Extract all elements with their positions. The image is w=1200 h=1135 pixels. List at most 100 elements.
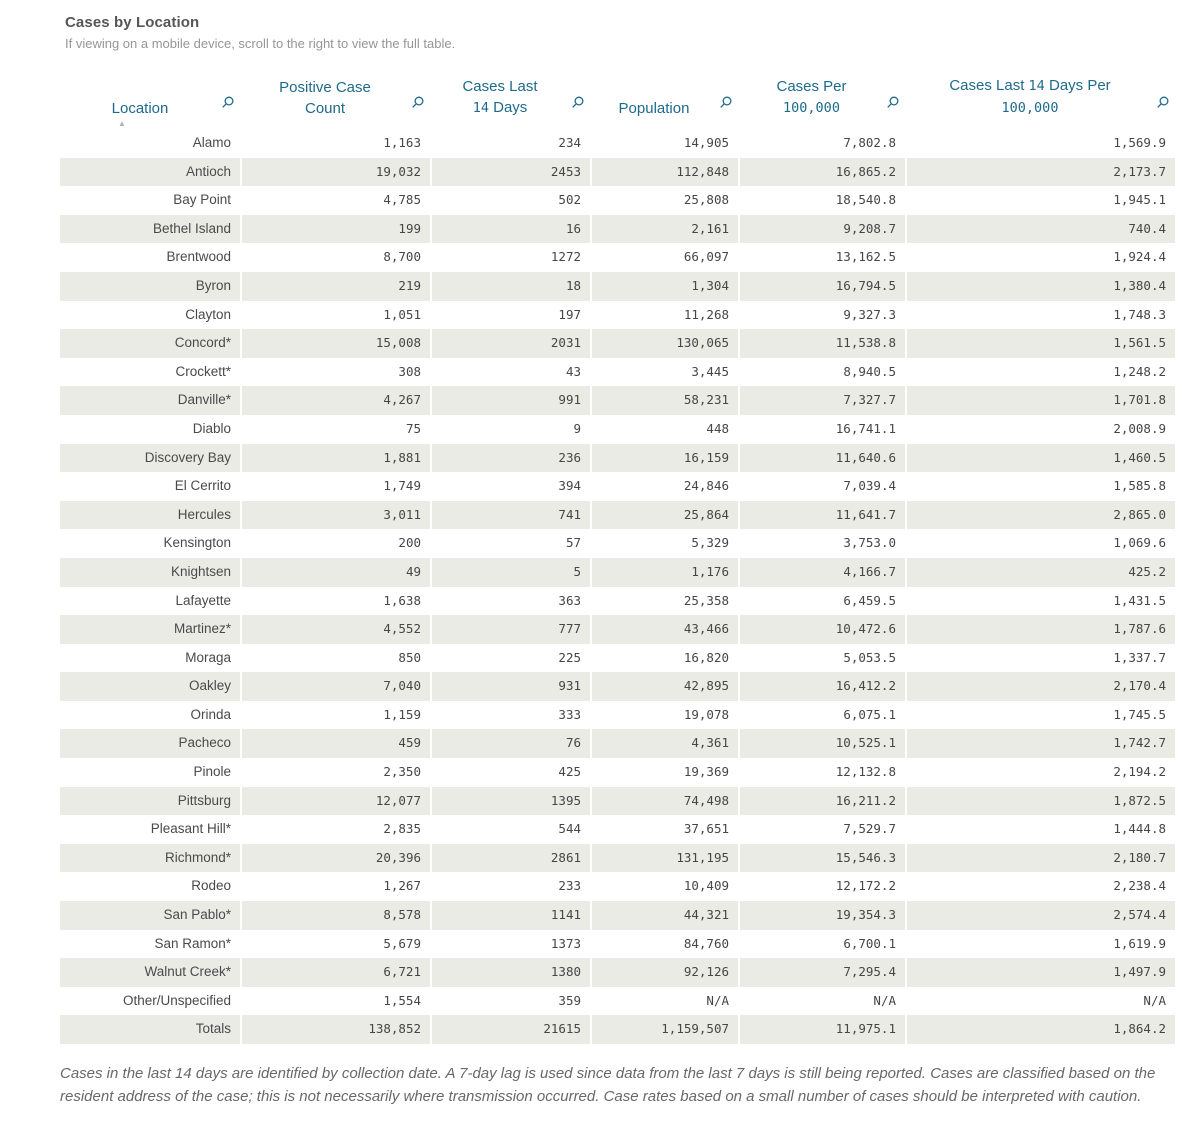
table-row[interactable]: Walnut Creek* 6,721 1380 92,126 7,295.4 1,497… <box>60 958 1175 987</box>
table-row[interactable]: Other/Unspecified 1,554 359 N/A N/A N/A <box>60 986 1175 1016</box>
value-cell: 15,546.3 <box>738 843 905 873</box>
column-label[interactable]: Cases Last 14 Days Per 100,000 <box>949 77 1111 116</box>
table-row[interactable]: Concord* 15,008 2031 130,065 11,538.8 1,561.5 <box>60 329 1175 358</box>
table-row[interactable]: Clayton 1,051 197 11,268 9,327.3 1,748.3 <box>60 300 1175 330</box>
table-row[interactable]: Crockett* 308 43 3,445 8,940.5 1,248.2 <box>60 357 1175 387</box>
table-row[interactable]: Brentwood 8,700 1272 66,097 13,162.5 1,924.4 <box>60 243 1175 272</box>
location-cell: Knightsen <box>60 557 240 587</box>
location-cell: Alamo <box>192 135 231 150</box>
location-cell: Danville* <box>60 386 240 415</box>
search-icon[interactable] <box>718 95 733 110</box>
table-row[interactable]: Pacheco 459 76 4,361 10,525.1 1,742.7 <box>60 729 1175 759</box>
value-cell: 58,231 <box>590 386 738 415</box>
table-row[interactable]: Byron 219 18 1,304 16,794.5 1,380.4 <box>60 271 1175 301</box>
value-cell: 6,459.5 <box>738 586 905 616</box>
table-row[interactable]: Antioch 19,032 2453 112,848 16,865.2 2,173.7 <box>60 157 1175 187</box>
table-row[interactable]: El Cerrito 1,749 394 24,846 7,039.4 1,585.8 <box>60 472 1175 501</box>
table-row[interactable]: Moraga 850 225 16,820 5,053.5 1,337.7 <box>60 643 1175 673</box>
search-icon[interactable] <box>220 95 235 110</box>
value-cell: 1,051 <box>240 300 430 330</box>
location-cell: Diablo <box>192 420 231 436</box>
value-cell: 425 <box>430 758 590 787</box>
table-row[interactable]: Diablo 75 9 448 16,741.1 2,008.9 <box>60 414 1175 444</box>
table-row[interactable]: San Pablo* 8,578 1141 44,321 19,354.3 2,574.4 <box>60 901 1175 930</box>
search-icon[interactable] <box>410 95 425 110</box>
table-row[interactable]: Rodeo 1,267 233 10,409 12,172.2 2,238.4 <box>60 872 1175 902</box>
value-cell: 11,640.6 <box>738 443 905 473</box>
table-row[interactable]: Pinole 2,350 425 19,369 12,132.8 2,194.2 <box>60 758 1175 787</box>
table-row[interactable]: Pittsburg 12,077 1395 74,498 16,211.2 1,872.5 <box>60 786 1175 816</box>
value-cell: 7,529.7 <box>738 815 905 844</box>
value-cell: N/A <box>738 986 905 1016</box>
value-cell: 197 <box>430 300 590 330</box>
search-icon[interactable] <box>885 95 900 110</box>
value-cell: 138,852 <box>240 1015 430 1044</box>
value-cell: 236 <box>430 443 590 473</box>
column-header-cases-per-100000[interactable]: Cases Per 100,000 <box>738 66 905 129</box>
search-icon[interactable] <box>570 95 585 110</box>
column-header-population[interactable]: Population <box>590 66 738 129</box>
column-header-cases-last-14-days[interactable]: Cases Last 14 Days <box>430 66 590 129</box>
column-header-cases-last-14-days-per-100000[interactable]: Cases Last 14 Days Per 100,000 <box>905 66 1175 129</box>
table-row[interactable]: Bay Point 4,785 502 25,808 18,540.8 1,945.1 <box>60 186 1175 215</box>
value-cell: 20,396 <box>240 843 430 873</box>
table-row[interactable]: Alamo 1,163 234 14,905 7,802.8 1,569.9 <box>60 129 1175 158</box>
table-row[interactable]: Richmond* 20,396 2861 131,195 15,546.3 2,180.… <box>60 843 1175 873</box>
value-cell: 6,075.1 <box>738 700 905 730</box>
value-cell: 18 <box>430 271 590 301</box>
location-cell: Orinda <box>190 706 231 722</box>
location-cell: Discovery Bay <box>60 443 240 473</box>
value-cell: 2,835 <box>240 815 430 844</box>
table-body: Alamo 1,163 234 14,905 7,802.8 1,569.9 Antioch… <box>60 129 1175 1044</box>
value-cell: 7,802.8 <box>738 129 905 158</box>
table-row[interactable]: Hercules 3,011 741 25,864 11,641.7 2,865.0 <box>60 500 1175 530</box>
column-header-location[interactable]: Location ▲ <box>60 66 240 129</box>
column-header-positive-case-count[interactable]: Positive Case Count <box>240 66 430 129</box>
table-row[interactable]: Knightsen 49 5 1,176 4,166.7 425.2 <box>60 557 1175 587</box>
table-row[interactable]: Lafayette 1,638 363 25,358 6,459.5 1,431.5 <box>60 586 1175 616</box>
value-cell: 2453 <box>430 157 590 187</box>
value-cell: 1373 <box>430 929 590 959</box>
value-cell: 1,460.5 <box>905 443 1175 473</box>
value-cell: 200 <box>240 529 430 558</box>
footnote: Cases in the last 14 days are identified… <box>60 1065 1156 1106</box>
value-cell: 2,350 <box>240 758 430 787</box>
value-cell: 76 <box>430 729 590 759</box>
value-cell: 199 <box>240 214 430 244</box>
value-cell: 225 <box>430 643 590 673</box>
totals-row[interactable]: Totals 138,852 21615 1,159,507 11,975.1 1,864… <box>60 1015 1175 1044</box>
table-row[interactable]: Discovery Bay 1,881 236 16,159 11,640.6 1,460… <box>60 443 1175 473</box>
column-label[interactable]: Positive Case Count <box>279 79 371 117</box>
value-cell: 10,525.1 <box>738 729 905 759</box>
value-cell: 18,540.8 <box>738 186 905 215</box>
value-cell: 1,159 <box>240 700 430 730</box>
value-cell: 1,924.4 <box>905 243 1175 272</box>
column-label[interactable]: Population <box>618 100 690 117</box>
column-label[interactable]: Cases Per 100,000 <box>776 78 847 116</box>
table-row[interactable]: San Ramon* 5,679 1373 84,760 6,700.1 1,619.9 <box>60 929 1175 959</box>
table-row[interactable]: Pleasant Hill* 2,835 544 37,651 7,529.7 1,444… <box>60 815 1175 844</box>
table-row[interactable]: Orinda 1,159 333 19,078 6,075.1 1,745.5 <box>60 700 1175 730</box>
value-cell: 7,295.4 <box>738 958 905 987</box>
column-label[interactable]: Location <box>111 100 169 117</box>
value-cell: 1,267 <box>240 872 430 902</box>
value-cell: 544 <box>430 815 590 844</box>
value-cell: 2,238.4 <box>905 872 1175 902</box>
table-row[interactable]: Kensington 200 57 5,329 3,753.0 1,069.6 <box>60 529 1175 558</box>
table-row[interactable]: Bethel Island 199 16 2,161 9,208.7 740.4 <box>60 214 1175 244</box>
table-row[interactable]: Danville* 4,267 991 58,231 7,327.7 1,701.8 <box>60 386 1175 415</box>
table-row[interactable]: Oakley 7,040 931 42,895 16,412.2 2,170.4 <box>60 672 1175 701</box>
value-cell: 5 <box>430 557 590 587</box>
location-cell: Antioch <box>60 157 240 187</box>
location-cell: Other/Unspecified <box>122 992 231 1008</box>
value-cell: 4,552 <box>240 615 430 644</box>
value-cell: 19,354.3 <box>738 901 905 930</box>
value-cell: 16,741.1 <box>738 414 905 444</box>
table-row[interactable]: Martinez* 4,552 777 43,466 10,472.6 1,787.6 <box>60 615 1175 644</box>
column-label[interactable]: Cases Last 14 Days <box>462 78 538 116</box>
search-icon[interactable] <box>1155 95 1170 110</box>
value-cell: 15,008 <box>240 329 430 358</box>
location-cell: Pacheco <box>60 729 240 759</box>
value-cell: 1,554 <box>240 986 430 1016</box>
value-cell: 425.2 <box>905 557 1175 587</box>
